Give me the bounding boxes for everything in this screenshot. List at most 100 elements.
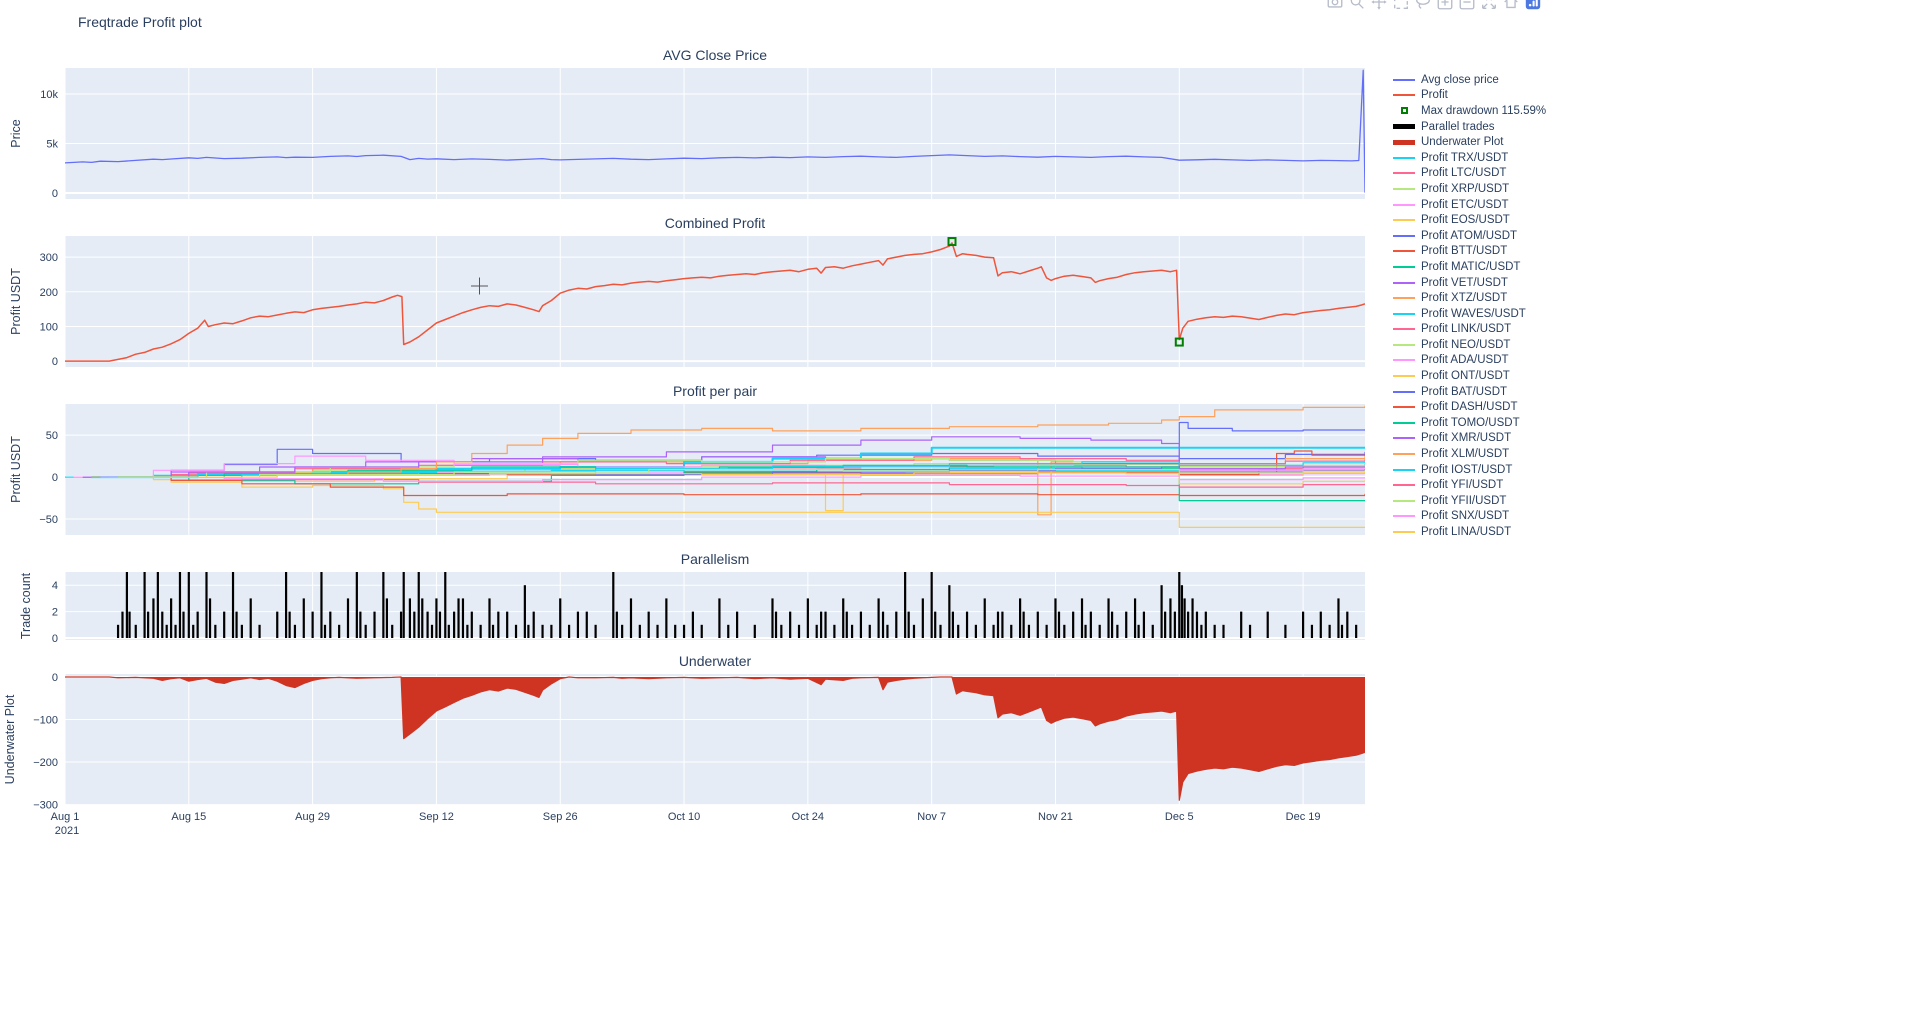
legend-item[interactable]: Profit MATIC/USDT	[1393, 259, 1563, 275]
trade-count-bar	[311, 611, 314, 639]
legend-item[interactable]: Profit TRX/USDT	[1393, 150, 1563, 166]
trade-count-bar	[833, 624, 836, 639]
legend-swatch-icon	[1393, 297, 1415, 300]
legend-item[interactable]: Profit YFII/USDT	[1393, 493, 1563, 509]
plot-area[interactable]	[65, 572, 1365, 640]
legend-label: Profit DASH/USDT	[1421, 401, 1518, 414]
legend-swatch-icon	[1393, 437, 1415, 440]
x-tick-year: 2021	[55, 825, 79, 837]
legend-label: Profit XRP/USDT	[1421, 182, 1510, 195]
series-line	[65, 242, 1365, 362]
trade-count-bar	[373, 611, 376, 639]
legend-item[interactable]: Profit TOMO/USDT	[1393, 415, 1563, 431]
legend-item[interactable]: Avg close price	[1393, 72, 1563, 88]
trade-count-bar	[284, 572, 288, 639]
legend-label: Profit BAT/USDT	[1421, 385, 1508, 398]
legend-item[interactable]: Profit LTC/USDT	[1393, 166, 1563, 182]
trade-count-bar	[1340, 624, 1344, 639]
legend-item[interactable]: Profit YFI/USDT	[1393, 477, 1563, 493]
legend-swatch-icon	[1393, 172, 1415, 175]
x-tick-label: Sep 26	[543, 811, 578, 823]
x-tick-label: Nov 21	[1038, 811, 1073, 823]
page-title: Freqtrade Profit plot	[78, 14, 202, 30]
legend-item[interactable]: Profit DASH/USDT	[1393, 399, 1563, 415]
legend-item[interactable]: Profit BAT/USDT	[1393, 384, 1563, 400]
trade-count-bar	[850, 624, 854, 639]
zoom-out-icon[interactable]	[1457, 0, 1476, 11]
legend-label: Profit NEO/USDT	[1421, 338, 1511, 351]
autoscale-icon[interactable]	[1479, 0, 1498, 11]
legend-item[interactable]: Profit LINK/USDT	[1393, 322, 1563, 338]
legend-item[interactable]: Max drawdown 115.59%	[1393, 103, 1563, 119]
legend-item[interactable]: Profit LINA/USDT	[1393, 524, 1563, 540]
zoom-in-icon[interactable]	[1435, 0, 1454, 11]
y-tick-label: −100	[33, 715, 58, 727]
legend-swatch-icon	[1393, 156, 1415, 159]
trade-count-bar	[815, 624, 818, 639]
trade-count-bar	[1001, 611, 1004, 639]
legend-item[interactable]: Profit XRP/USDT	[1393, 181, 1563, 197]
series-line	[109, 468, 1365, 478]
trade-count-bar	[421, 598, 424, 639]
lasso-icon[interactable]	[1413, 0, 1432, 11]
legend-item[interactable]: Profit EOS/USDT	[1393, 212, 1563, 228]
box-select-icon[interactable]	[1391, 0, 1410, 11]
trade-count-bar	[205, 572, 208, 639]
camera-icon[interactable]	[1325, 0, 1344, 11]
trade-count-bar	[718, 598, 721, 639]
trade-count-bar	[1080, 598, 1084, 639]
legend-item[interactable]: Profit NEO/USDT	[1393, 337, 1563, 353]
trade-count-bar	[1328, 624, 1331, 639]
legend-item[interactable]: Profit ETC/USDT	[1393, 197, 1563, 213]
plot-area[interactable]	[65, 68, 1365, 199]
legend-item[interactable]: Profit IOST/USDT	[1393, 462, 1563, 478]
trade-count-bar	[444, 572, 447, 639]
legend-item[interactable]: Profit ADA/USDT	[1393, 353, 1563, 369]
trade-count-bar	[426, 611, 429, 639]
legend-item[interactable]: Profit BTT/USDT	[1393, 244, 1563, 260]
subplot-title: Combined Profit	[665, 215, 765, 231]
trade-count-bar	[550, 624, 553, 639]
trade-count-bar	[293, 624, 297, 639]
legend-item[interactable]: Profit	[1393, 88, 1563, 104]
trade-count-bar	[196, 611, 199, 639]
trade-count-bar	[457, 598, 460, 639]
trade-count-bar	[824, 611, 827, 639]
legend-item[interactable]: Profit WAVES/USDT	[1393, 306, 1563, 322]
trade-count-bar	[1027, 624, 1031, 639]
trade-count-bar	[1169, 598, 1172, 639]
y-tick-label: 50	[46, 430, 58, 442]
pan-icon[interactable]	[1369, 0, 1388, 11]
y-tick-label: −300	[33, 800, 58, 812]
y-tick-label: 200	[40, 287, 58, 299]
trade-count-bar	[674, 624, 677, 639]
y-tick-label: 0	[52, 188, 58, 200]
trade-count-bar	[1337, 598, 1340, 639]
legend-label: Profit ATOM/USDT	[1421, 229, 1518, 242]
legend-item[interactable]: Profit ATOM/USDT	[1393, 228, 1563, 244]
trade-count-bar	[934, 611, 937, 639]
legend-item[interactable]: Profit VET/USDT	[1393, 275, 1563, 291]
zoom-icon[interactable]	[1347, 0, 1366, 11]
legend-item[interactable]: Underwater Plot	[1393, 134, 1563, 150]
trade-count-bar	[594, 624, 597, 639]
trade-count-bar	[479, 624, 482, 639]
legend-label: Profit VET/USDT	[1421, 276, 1508, 289]
legend-item[interactable]: Profit ONT/USDT	[1393, 368, 1563, 384]
y-axis-title: Profit USDT	[9, 436, 23, 503]
trade-count-bar	[1110, 611, 1114, 639]
y-axis-title: Underwater Plot	[3, 694, 17, 784]
x-tick-label: Aug 1	[51, 811, 80, 823]
legend-item[interactable]: Parallel trades	[1393, 119, 1563, 135]
plot-area[interactable]	[65, 236, 1365, 367]
legend-label: Profit ADA/USDT	[1421, 354, 1509, 367]
legend-label: Profit ETC/USDT	[1421, 198, 1509, 211]
legend-item[interactable]: Profit XLM/USDT	[1393, 446, 1563, 462]
trade-count-bar	[774, 611, 778, 639]
legend-swatch-icon	[1393, 124, 1415, 130]
plotly-logo-icon[interactable]	[1523, 0, 1542, 11]
legend-item[interactable]: Profit XTZ/USDT	[1393, 290, 1563, 306]
legend-item[interactable]: Profit XMR/USDT	[1393, 431, 1563, 447]
legend-item[interactable]: Profit SNX/USDT	[1393, 509, 1563, 525]
reset-axes-icon[interactable]	[1501, 0, 1520, 11]
